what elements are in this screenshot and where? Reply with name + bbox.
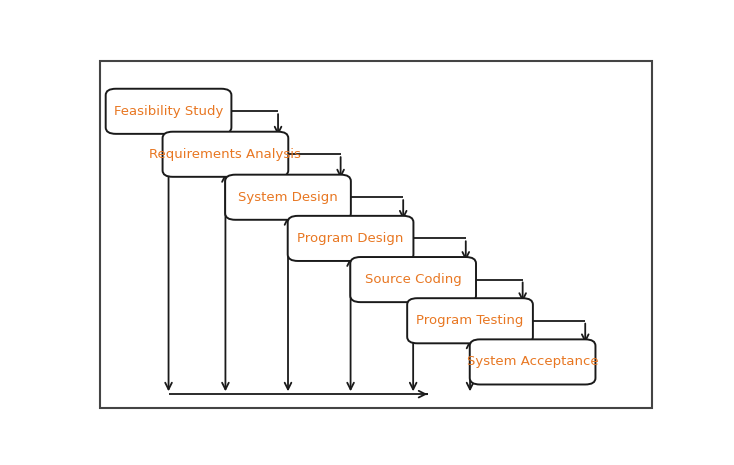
FancyBboxPatch shape bbox=[162, 132, 288, 177]
FancyBboxPatch shape bbox=[101, 61, 652, 408]
Text: Program Design: Program Design bbox=[297, 232, 404, 245]
Text: Source Coding: Source Coding bbox=[365, 273, 462, 286]
FancyBboxPatch shape bbox=[106, 89, 231, 134]
FancyBboxPatch shape bbox=[407, 298, 533, 343]
Text: Requirements Analysis: Requirements Analysis bbox=[150, 148, 302, 161]
FancyBboxPatch shape bbox=[350, 257, 476, 302]
FancyBboxPatch shape bbox=[470, 339, 595, 385]
Text: Feasibility Study: Feasibility Study bbox=[114, 105, 223, 118]
Text: System Design: System Design bbox=[238, 191, 338, 204]
FancyBboxPatch shape bbox=[288, 216, 413, 261]
Text: System Acceptance: System Acceptance bbox=[467, 355, 598, 368]
Text: Program Testing: Program Testing bbox=[416, 314, 524, 327]
FancyBboxPatch shape bbox=[225, 175, 351, 220]
